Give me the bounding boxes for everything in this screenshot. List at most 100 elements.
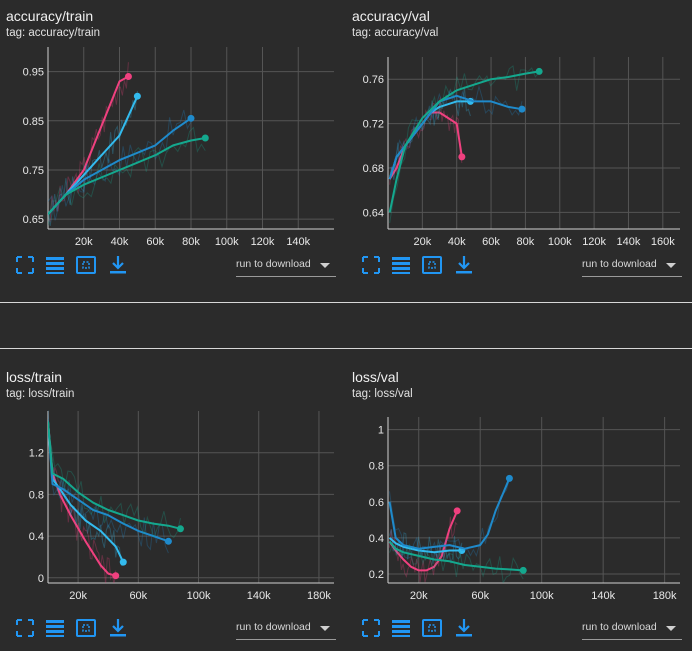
x-tick-label: 140k (247, 590, 271, 602)
download-run-select[interactable]: run to download (236, 254, 336, 277)
download-icon[interactable] (453, 254, 475, 276)
series-raw-line (48, 62, 129, 223)
y-tick-label: 0.72 (363, 119, 384, 131)
chevron-down-icon (320, 626, 330, 631)
download-icon[interactable] (107, 617, 129, 639)
series-line[interactable] (388, 540, 524, 572)
series-line[interactable] (388, 477, 511, 550)
x-tick-label: 140k (591, 590, 615, 602)
y-tick-label: 0.4 (29, 531, 44, 543)
series-raw-line (389, 529, 463, 564)
y-tick-label: 0.8 (29, 489, 44, 501)
y-tick-label: 0.68 (363, 163, 384, 175)
data-table-icon[interactable] (390, 617, 412, 639)
chart-plot[interactable]: 20k 60k 100k 140k 180k 0 0.4 0.8 1.2 (0, 361, 346, 651)
x-tick-label: 140k (617, 236, 641, 248)
series-raw-line (389, 516, 458, 583)
download-icon[interactable] (107, 254, 129, 276)
y-tick-label: 0.65 (23, 214, 44, 226)
series-endpoint[interactable] (119, 558, 127, 566)
y-tick-label: 1 (378, 425, 384, 437)
download-icon[interactable] (453, 617, 475, 639)
fit-domain-icon[interactable] (421, 617, 443, 639)
x-tick-label: 20k (410, 590, 428, 602)
x-tick-label: 60k (146, 236, 164, 248)
series-endpoint[interactable] (505, 474, 513, 482)
chart-toolbar: run to download (0, 254, 346, 284)
x-tick-label: 120k (251, 236, 275, 248)
x-tick-label: 20k (69, 590, 87, 602)
x-tick-label: 120k (582, 236, 606, 248)
series-endpoint[interactable] (519, 566, 527, 574)
x-tick-label: 60k (129, 590, 147, 602)
fit-domain-icon[interactable] (75, 254, 97, 276)
series-raw-line (48, 410, 169, 554)
series-line[interactable] (388, 510, 459, 572)
series-endpoint[interactable] (133, 92, 141, 100)
series-line[interactable] (388, 537, 462, 554)
chart-tag: tag: accuracy/val (352, 27, 439, 39)
fit-domain-icon[interactable] (421, 254, 443, 276)
y-tick-label: 0.8 (369, 461, 384, 473)
chart-card-loss-train: loss/train tag: loss/train 20k 60k 100k 140… (0, 361, 346, 651)
section-divider (0, 348, 692, 349)
series-line[interactable] (48, 421, 169, 543)
data-table-icon[interactable] (44, 254, 66, 276)
fullscreen-icon[interactable] (360, 254, 382, 276)
download-run-select[interactable]: run to download (582, 254, 682, 277)
chart-plot[interactable]: 20k 40k 60k 80k 100k 120k 140k 0.65 0.75 0.85 0.95 (0, 0, 346, 290)
x-tick-label: 20k (413, 236, 431, 248)
y-tick-label: 1.2 (29, 448, 44, 460)
x-tick-label: 20k (75, 236, 93, 248)
series-raw-line (389, 86, 471, 180)
chart-plot[interactable]: 20k 60k 100k 140k 180k 0.2 0.4 0.6 0.8 1 (346, 361, 692, 651)
x-tick-label: 180k (653, 590, 677, 602)
chart-title: loss/train (6, 369, 63, 385)
series-endpoint[interactable] (535, 67, 543, 75)
download-run-select[interactable]: run to download (582, 617, 682, 640)
series-endpoint[interactable] (176, 525, 184, 533)
chart-card-accuracy-train: accuracy/train tag: accuracy/train 20k 40… (0, 0, 346, 290)
fullscreen-icon[interactable] (360, 617, 382, 639)
series-endpoint[interactable] (458, 153, 466, 161)
series-line[interactable] (388, 70, 540, 213)
series-line[interactable] (388, 94, 523, 180)
y-tick-label: 0.64 (363, 207, 384, 219)
fullscreen-icon[interactable] (14, 617, 36, 639)
chart-tag: tag: loss/val (352, 388, 413, 400)
series-raw-line (389, 542, 524, 583)
data-table-icon[interactable] (390, 254, 412, 276)
y-tick-label: 0.75 (23, 165, 44, 177)
chart-toolbar: run to download (0, 617, 346, 647)
y-tick-label: 0.76 (363, 74, 384, 86)
series-endpoint[interactable] (187, 114, 195, 122)
x-tick-label: 40k (111, 236, 129, 248)
series-line[interactable] (48, 421, 181, 530)
y-tick-label: 0.4 (369, 533, 384, 545)
series-line[interactable] (48, 421, 125, 563)
x-tick-label: 140k (286, 236, 310, 248)
series-endpoint[interactable] (453, 507, 461, 515)
chart-plot[interactable]: 20k 40k 60k 80k 100k 120k 140k 160k 0.64 0.68 0.72… (346, 0, 692, 290)
series-raw-line (389, 84, 523, 169)
series-endpoint[interactable] (164, 537, 172, 545)
series-raw-line (389, 97, 463, 185)
series-raw-line (48, 126, 206, 226)
download-run-select[interactable]: run to download (236, 617, 336, 640)
x-tick-label: 100k (548, 236, 572, 248)
download-run-label: run to download (236, 258, 311, 270)
series-line[interactable] (48, 137, 206, 215)
series-endpoint[interactable] (518, 105, 526, 113)
x-tick-label: 60k (471, 590, 489, 602)
fit-domain-icon[interactable] (75, 617, 97, 639)
series-endpoint[interactable] (201, 134, 209, 142)
x-tick-label: 80k (182, 236, 200, 248)
chart-toolbar: run to download (346, 617, 692, 647)
data-table-icon[interactable] (44, 617, 66, 639)
series-raw-line (389, 478, 510, 560)
series-line[interactable] (48, 421, 116, 577)
chart-tag: tag: loss/train (6, 388, 75, 400)
fullscreen-icon[interactable] (14, 254, 36, 276)
series-endpoint[interactable] (124, 73, 132, 81)
series-endpoint[interactable] (112, 572, 120, 580)
